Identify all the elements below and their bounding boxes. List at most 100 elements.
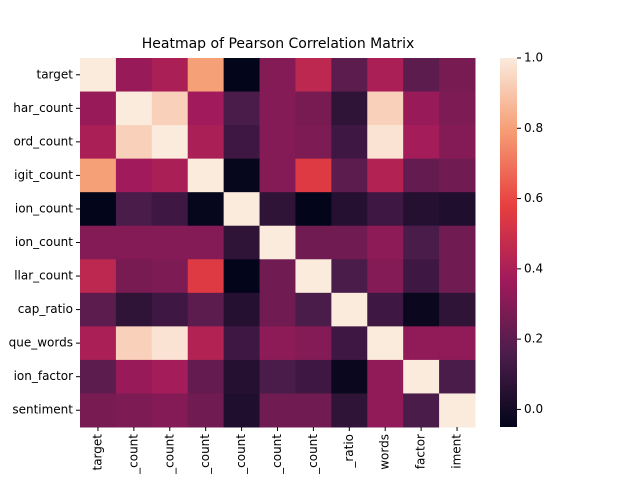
heatmap-cell	[367, 259, 404, 294]
heatmap-cell	[187, 393, 225, 428]
heatmap-cell	[80, 326, 117, 361]
heatmap-cell	[223, 158, 261, 193]
heatmap-cell	[151, 225, 189, 260]
heatmap-cell	[187, 58, 225, 93]
y-tick-label: igit_count	[14, 168, 73, 182]
y-tick-label: sentiment	[12, 403, 73, 417]
x-tick-label: _count	[198, 434, 212, 475]
heatmap-cell	[151, 259, 189, 294]
heatmap-cell	[187, 125, 225, 160]
heatmap-cell	[331, 326, 368, 361]
heatmap-cell	[259, 91, 296, 126]
heatmap-cell	[295, 326, 332, 361]
heatmap-cell	[367, 225, 404, 260]
heatmap-cell	[259, 359, 296, 394]
heatmap-cell	[439, 259, 476, 294]
heatmap-cell	[80, 58, 117, 93]
heatmap-cell	[331, 225, 368, 260]
heatmap-cell	[295, 292, 332, 327]
heatmap-cell	[223, 58, 261, 93]
heatmap-cell	[403, 292, 440, 327]
heatmap-cell	[187, 91, 225, 126]
heatmap-cell	[331, 125, 368, 160]
heatmap-cell	[115, 125, 153, 160]
heatmap-cell	[331, 158, 368, 193]
heatmap-cell	[367, 326, 404, 361]
x-tick-label: words	[378, 434, 392, 470]
heatmap-cell	[331, 292, 368, 327]
heatmap-cell	[80, 393, 117, 428]
heatmap-cell	[115, 192, 153, 227]
heatmap-cell	[115, 91, 153, 126]
heatmap-cell	[80, 292, 117, 327]
y-tick-label: cap_ratio	[18, 302, 73, 316]
heatmap-cell	[80, 192, 117, 227]
heatmap-cell	[439, 292, 476, 327]
heatmap-cell	[295, 393, 332, 428]
heatmap-cell	[439, 326, 476, 361]
heatmap-cell	[403, 58, 440, 93]
heatmap-cell	[439, 91, 476, 126]
colorbar-tick-label: 0.8	[524, 121, 543, 135]
heatmap-cell	[367, 192, 404, 227]
heatmap-cell	[367, 58, 404, 93]
x-tick-label: _count	[270, 434, 284, 475]
heatmap-cell	[439, 225, 476, 260]
heatmap-cell	[295, 359, 332, 394]
heatmap-cell	[115, 225, 153, 260]
heatmap-cell	[187, 359, 225, 394]
heatmap-cell	[187, 225, 225, 260]
x-tick-label: _count	[126, 434, 140, 475]
heatmap-cell	[223, 192, 261, 227]
heatmap-cell	[187, 326, 225, 361]
heatmap-cell	[403, 192, 440, 227]
heatmap-cell	[295, 259, 332, 294]
heatmap-cell	[223, 91, 261, 126]
heatmap-cell	[367, 359, 404, 394]
colorbar-tick-label: 0.6	[524, 191, 543, 205]
heatmap-cell	[223, 292, 261, 327]
heatmap-cell	[367, 125, 404, 160]
heatmap-cell	[259, 58, 296, 93]
heatmap-cell	[151, 91, 189, 126]
y-tick-label: ion_count	[15, 201, 73, 215]
heatmap-cell	[331, 359, 368, 394]
x-tick-label: iment	[450, 434, 464, 469]
heatmap-cell	[115, 393, 153, 428]
heatmap-cell	[115, 158, 153, 193]
heatmap-cell	[331, 91, 368, 126]
x-tick-label: _ratio	[342, 434, 356, 469]
heatmap-cell	[223, 326, 261, 361]
heatmap-cell	[151, 158, 189, 193]
heatmap-cell	[80, 259, 117, 294]
heatmap-cell	[259, 393, 296, 428]
colorbar	[500, 58, 517, 427]
heatmap-cell	[151, 192, 189, 227]
heatmap-cell	[295, 158, 332, 193]
heatmap-cell	[439, 393, 476, 428]
heatmap-cell	[331, 58, 368, 93]
heatmap-cell	[403, 326, 440, 361]
heatmap-cell	[151, 292, 189, 327]
heatmap-cell	[331, 192, 368, 227]
colorbar-tick-label: 0.2	[524, 332, 543, 346]
heatmap-cell	[331, 259, 368, 294]
heatmap-cell	[367, 91, 404, 126]
heatmap-cell	[439, 158, 476, 193]
heatmap-cell	[259, 292, 296, 327]
heatmap-cell	[259, 158, 296, 193]
heatmap-cell	[367, 158, 404, 193]
heatmap-cell	[187, 192, 225, 227]
heatmap-cell	[80, 91, 117, 126]
chart-title: Heatmap of Pearson Correlation Matrix	[142, 36, 415, 52]
heatmap-cell	[439, 125, 476, 160]
heatmap-cell	[367, 292, 404, 327]
heatmap-cell	[80, 158, 117, 193]
heatmap-cell	[295, 91, 332, 126]
heatmap-cell	[439, 192, 476, 227]
heatmap-cell	[403, 259, 440, 294]
x-tick-label: target	[90, 434, 104, 471]
heatmap-cell	[259, 192, 296, 227]
heatmap-cell	[80, 225, 117, 260]
